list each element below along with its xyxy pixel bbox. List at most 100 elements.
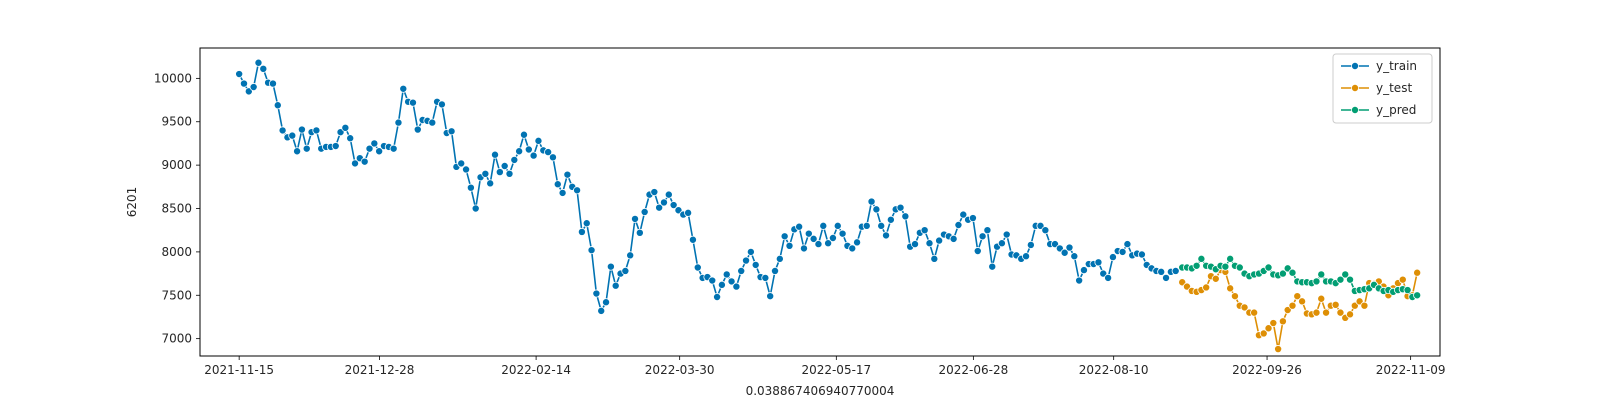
legend-entry-y-test: y_test (1341, 81, 1412, 95)
data-point-y-train (1104, 273, 1113, 282)
data-point-y-pred (1192, 261, 1201, 270)
data-point-y-train (573, 186, 582, 195)
data-point-y-train (742, 256, 751, 265)
data-point-y-train (795, 222, 804, 231)
x-tick-label: 2022-08-10 (1079, 363, 1149, 377)
data-point-y-test (1250, 308, 1259, 317)
data-point-y-train (819, 221, 828, 230)
data-point-y-train (351, 159, 360, 168)
data-point-y-train (1171, 266, 1180, 275)
data-point-y-train (1060, 248, 1069, 257)
data-point-y-test (1413, 268, 1422, 277)
data-point-y-train (983, 226, 992, 235)
legend-marker (1351, 84, 1360, 93)
data-point-y-train (780, 232, 789, 241)
data-point-y-test (1202, 283, 1211, 292)
data-point-y-train (785, 241, 794, 250)
legend-label: y_pred (1376, 103, 1416, 117)
data-point-y-test (1312, 308, 1321, 317)
data-point-y-train (249, 83, 258, 92)
data-point-y-pred (1413, 291, 1422, 300)
data-point-y-train (582, 219, 591, 228)
data-point-y-train (1002, 230, 1011, 239)
data-point-y-train (577, 227, 586, 236)
data-point-y-train (655, 203, 664, 212)
data-point-y-train (935, 236, 944, 245)
data-point-y-train (413, 125, 422, 134)
data-point-y-test (1269, 319, 1278, 328)
data-point-y-test (1322, 308, 1331, 317)
data-point-y-pred (1288, 268, 1297, 277)
data-point-y-train (930, 254, 939, 263)
data-point-y-train (462, 165, 471, 174)
data-point-y-train (524, 145, 533, 154)
data-point-y-train (867, 197, 876, 206)
data-point-y-test (1398, 275, 1407, 284)
data-point-y-train (804, 229, 813, 238)
legend-marker (1351, 62, 1360, 71)
y-tick-label: 9000 (161, 158, 192, 172)
data-point-y-train (1137, 250, 1146, 259)
series-layer (235, 58, 1422, 354)
data-point-y-train (978, 232, 987, 241)
y-tick-label: 10000 (154, 71, 192, 85)
data-point-y-train (597, 306, 606, 315)
data-point-y-train (408, 98, 417, 107)
legend: y_train y_test y_pred (1332, 53, 1433, 124)
data-point-y-train (838, 229, 847, 238)
data-point-y-train (669, 201, 678, 210)
data-point-y-test (1230, 292, 1239, 301)
data-point-y-train (693, 263, 702, 272)
data-point-y-train (1108, 253, 1117, 262)
data-point-y-train (1022, 252, 1031, 261)
data-point-y-test (1240, 303, 1249, 312)
x-tick-label: 2021-11-15 (204, 363, 274, 377)
y-axis-label: 6201 (125, 187, 139, 218)
legend-entry-y-pred: y_pred (1341, 103, 1416, 117)
data-point-y-train (346, 134, 355, 143)
data-point-y-train (471, 204, 480, 213)
data-point-y-train (370, 139, 379, 148)
data-point-y-train (877, 221, 886, 230)
data-point-y-train (640, 207, 649, 216)
data-point-y-test (1278, 317, 1287, 326)
data-point-y-train (848, 244, 857, 253)
data-point-y-train (988, 262, 997, 271)
data-point-y-train (534, 136, 543, 145)
data-point-y-train (544, 148, 553, 157)
data-point-y-train (713, 292, 722, 301)
y-tick-label: 8500 (161, 202, 192, 216)
data-point-y-train (775, 254, 784, 263)
data-point-y-train (732, 282, 741, 291)
data-point-y-train (635, 228, 644, 237)
data-point-y-test (1331, 300, 1340, 309)
data-point-y-train (505, 169, 514, 178)
data-point-y-train (1041, 226, 1050, 235)
data-point-y-train (331, 142, 340, 151)
data-point-y-train (558, 188, 567, 197)
data-point-y-train (771, 266, 780, 275)
data-point-y-train (809, 234, 818, 243)
data-point-y-train (288, 131, 297, 140)
data-point-y-test (1317, 294, 1326, 303)
data-point-y-train (973, 247, 982, 256)
data-point-y-train (722, 270, 731, 279)
data-point-y-test (1259, 329, 1268, 338)
x-tick-label: 2022-11-09 (1376, 363, 1446, 377)
data-point-y-train (814, 240, 823, 249)
data-point-y-train (959, 210, 968, 219)
data-point-y-pred (1336, 275, 1345, 284)
data-point-y-train (389, 144, 398, 153)
data-point-y-train (833, 221, 842, 230)
data-point-y-train (611, 281, 620, 290)
data-point-y-pred (1346, 275, 1355, 284)
y-tick-label: 7000 (161, 332, 192, 346)
data-point-y-train (708, 276, 717, 285)
data-point-y-train (911, 240, 920, 249)
data-point-y-test (1346, 310, 1355, 319)
data-point-y-train (553, 180, 562, 189)
series-y-pred (1178, 254, 1422, 301)
data-point-y-train (1157, 267, 1166, 276)
data-point-y-train (495, 168, 504, 177)
